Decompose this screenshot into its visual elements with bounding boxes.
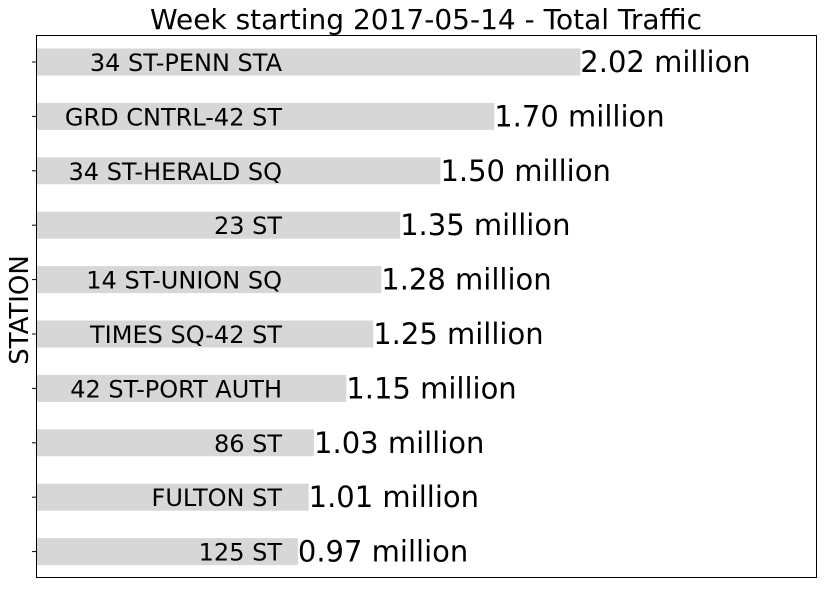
chart-title: Week starting 2017-05-14 - Total Traffic <box>150 3 702 36</box>
station-label-9: 125 ST <box>199 539 283 567</box>
value-label-2: 1.50 million <box>440 154 610 188</box>
bar-0 <box>37 48 581 76</box>
bars-group: 34 ST-PENN STA 2.02 million GRD CNTRL-42 S… <box>37 45 751 569</box>
y-axis-label: STATION <box>5 255 35 365</box>
bar-9 <box>37 538 298 566</box>
station-label-2: 34 ST-HERALD SQ <box>69 158 282 186</box>
bar-7 <box>37 429 315 457</box>
station-label-7: 86 ST <box>214 430 282 458</box>
bar-1 <box>37 102 495 130</box>
station-label-1: GRD CNTRL-42 ST <box>65 103 282 131</box>
station-label-8: FULTON ST <box>152 484 283 512</box>
bar-8 <box>37 483 309 511</box>
value-label-1: 1.70 million <box>494 99 664 133</box>
value-label-9: 0.97 million <box>298 535 468 569</box>
plot-frame <box>36 35 817 578</box>
value-label-6: 1.15 million <box>346 371 516 405</box>
bar-5 <box>37 320 374 348</box>
value-label-5: 1.25 million <box>373 317 543 351</box>
station-label-0: 34 ST-PENN STA <box>90 49 283 77</box>
station-label-6: 42 ST-PORT AUTH <box>70 375 282 403</box>
value-label-4: 1.28 million <box>381 263 551 297</box>
bar-6 <box>37 374 347 402</box>
bar-2 <box>37 157 441 185</box>
value-label-3: 1.35 million <box>400 208 570 242</box>
station-label-5: TIMES SQ-42 ST <box>89 321 282 349</box>
value-label-8: 1.01 million <box>309 480 479 514</box>
value-label-7: 1.03 million <box>314 426 484 460</box>
value-label-0: 2.02 million <box>580 45 750 79</box>
bar-4 <box>37 266 382 294</box>
bar-3 <box>37 211 401 239</box>
station-label-3: 23 ST <box>214 212 282 240</box>
station-label-4: 14 ST-UNION SQ <box>86 267 282 295</box>
